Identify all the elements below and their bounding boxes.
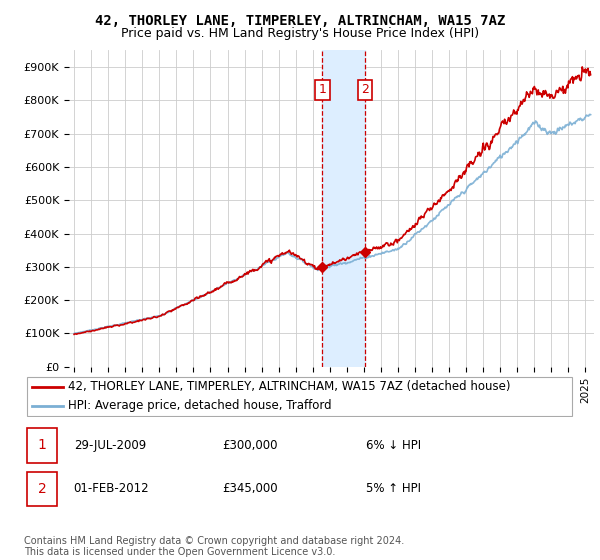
- Text: Contains HM Land Registry data © Crown copyright and database right 2024.
This d: Contains HM Land Registry data © Crown c…: [24, 535, 404, 557]
- Text: 1: 1: [38, 438, 46, 452]
- Text: 42, THORLEY LANE, TIMPERLEY, ALTRINCHAM, WA15 7AZ (detached house): 42, THORLEY LANE, TIMPERLEY, ALTRINCHAM,…: [68, 380, 511, 393]
- FancyBboxPatch shape: [27, 377, 572, 416]
- FancyBboxPatch shape: [27, 428, 57, 463]
- Text: 6% ↓ HPI: 6% ↓ HPI: [366, 439, 421, 452]
- Text: £300,000: £300,000: [223, 439, 278, 452]
- Text: HPI: Average price, detached house, Trafford: HPI: Average price, detached house, Traf…: [68, 399, 332, 412]
- Text: 2: 2: [38, 482, 46, 496]
- Text: 29-JUL-2009: 29-JUL-2009: [74, 439, 146, 452]
- Bar: [322, 50, 365, 367]
- FancyBboxPatch shape: [27, 472, 57, 506]
- Text: 42, THORLEY LANE, TIMPERLEY, ALTRINCHAM, WA15 7AZ: 42, THORLEY LANE, TIMPERLEY, ALTRINCHAM,…: [95, 14, 505, 28]
- Text: £345,000: £345,000: [223, 482, 278, 495]
- Text: Price paid vs. HM Land Registry's House Price Index (HPI): Price paid vs. HM Land Registry's House …: [121, 27, 479, 40]
- Text: 2: 2: [361, 83, 369, 96]
- Text: 5% ↑ HPI: 5% ↑ HPI: [366, 482, 421, 495]
- Text: 01-FEB-2012: 01-FEB-2012: [74, 482, 149, 495]
- Text: 1: 1: [319, 83, 326, 96]
